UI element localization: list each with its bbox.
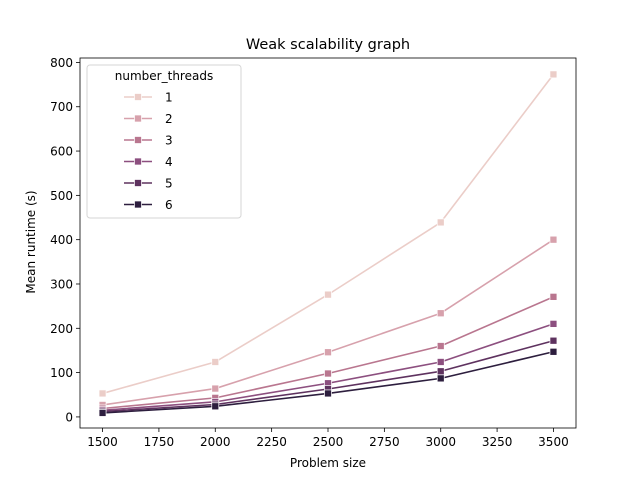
x-axis-label: Problem size [290, 456, 366, 470]
legend-label-6: 6 [165, 198, 173, 212]
data-point-6-2000 [211, 402, 220, 411]
data-point-4-3000 [436, 358, 445, 366]
legend-marker-2 [134, 114, 142, 123]
y-tick-label-200: 200 [50, 322, 73, 336]
legend-label-3: 3 [165, 134, 173, 148]
y-tick-label-0: 0 [65, 410, 73, 424]
y-tick-label-600: 600 [50, 145, 73, 159]
chart-title: Weak scalability graph [246, 37, 410, 53]
data-point-2-2500 [324, 348, 332, 357]
x-tick-label-2750: 2750 [369, 435, 400, 449]
data-point-4-3500 [549, 320, 558, 328]
y-tick-label-500: 500 [50, 189, 73, 203]
legend: number_threads 1 2 3 4 5 6 [86, 64, 242, 219]
data-point-1-2500 [324, 290, 332, 299]
y-tick-label-800: 800 [50, 56, 73, 70]
legend-label-1: 1 [165, 91, 173, 105]
data-point-6-3500 [549, 347, 558, 356]
legend-item-2: 2 [124, 112, 173, 126]
data-point-6-1500 [98, 409, 107, 417]
legend-marker-3 [134, 136, 142, 144]
legend-item-4: 4 [124, 155, 173, 169]
y-tick-label-100: 100 [50, 366, 73, 380]
y-axis-label: Mean runtime (s) [24, 190, 38, 293]
y-tick-label-400: 400 [50, 233, 73, 247]
series-1 [98, 70, 558, 398]
legend-label-5: 5 [165, 177, 173, 191]
series-6 [98, 347, 558, 417]
y-tick-label-300: 300 [50, 277, 73, 291]
data-point-2-3500 [549, 235, 558, 244]
data-point-2-3000 [436, 309, 445, 318]
legend-marker-4 [134, 157, 142, 166]
legend-item-1: 1 [124, 91, 173, 105]
data-point-5-3500 [549, 336, 558, 345]
data-point-1-1500 [98, 389, 107, 398]
data-point-6-3000 [436, 374, 445, 383]
x-tick-label-3500: 3500 [538, 435, 569, 449]
data-point-1-2000 [211, 358, 220, 366]
data-point-5-3000 [436, 367, 445, 376]
axes-layer: 1500 1750 2000 2250 2500 2750 3000 3250 35000100… [50, 56, 577, 449]
x-tick-label-2250: 2250 [256, 435, 287, 449]
data-point-6-2500 [324, 389, 332, 398]
legend-title: number_threads [115, 69, 213, 83]
legend-box [86, 64, 242, 219]
legend-item-6: 6 [124, 198, 173, 212]
legend-marker-6 [134, 200, 142, 209]
y-tick-label-700: 700 [50, 100, 73, 114]
x-tick-label-1500: 1500 [87, 435, 118, 449]
data-point-1-3500 [549, 70, 558, 79]
x-tick-label-1750: 1750 [144, 435, 175, 449]
data-point-3-2500 [324, 369, 332, 378]
series-layer [98, 70, 558, 417]
x-tick-label-3250: 3250 [482, 435, 513, 449]
legend-item-3: 3 [124, 134, 173, 148]
data-point-1-3000 [436, 218, 445, 227]
legend-marker-5 [134, 179, 142, 187]
x-tick-label-3000: 3000 [425, 435, 456, 449]
legend-item-5: 5 [124, 177, 173, 191]
x-tick-label-2500: 2500 [313, 435, 344, 449]
data-point-3-3500 [549, 292, 558, 301]
data-point-2-2000 [211, 384, 220, 393]
x-tick-label-2000: 2000 [200, 435, 231, 449]
legend-marker-1 [134, 93, 142, 101]
legend-label-4: 4 [165, 155, 173, 169]
legend-label-2: 2 [165, 112, 173, 126]
data-point-3-3000 [436, 342, 445, 350]
